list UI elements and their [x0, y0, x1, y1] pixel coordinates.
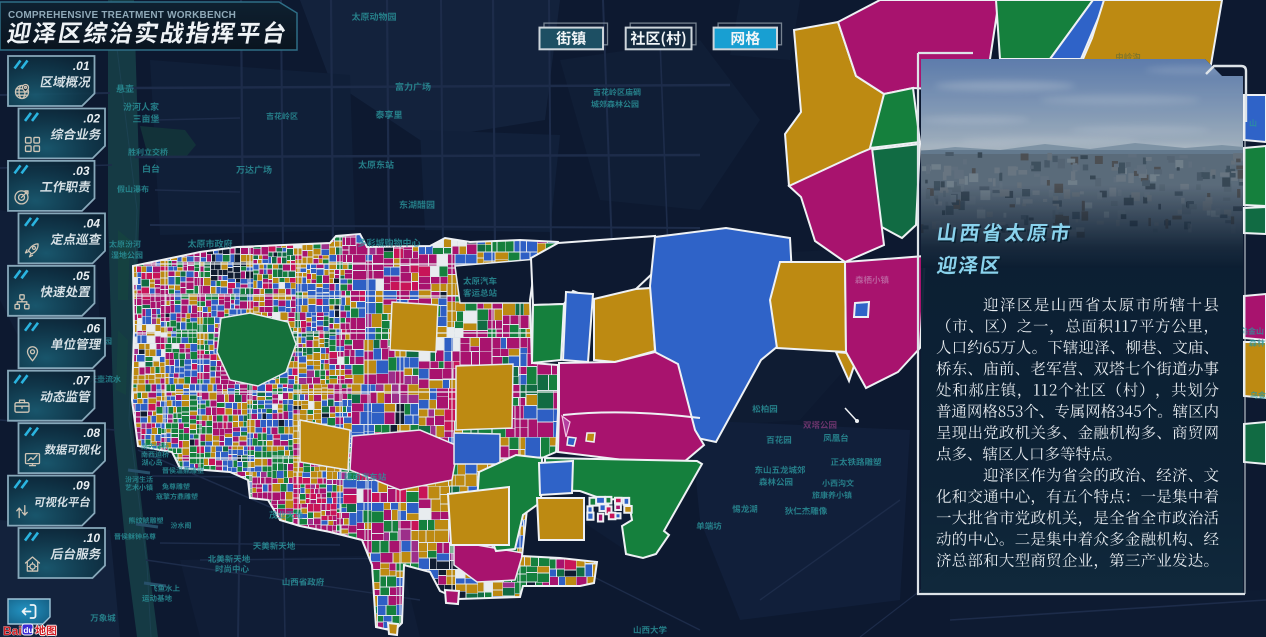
svg-text:.04: .04 — [83, 216, 100, 230]
svg-text:.05: .05 — [73, 269, 90, 283]
svg-text:.03: .03 — [73, 164, 90, 178]
svg-text:COMPREHENSIVE TREATMENT WORKBE: COMPREHENSIVE TREATMENT WORKBENCH — [8, 10, 236, 21]
svg-text:Bai: Bai — [3, 624, 22, 637]
svg-text:.01: .01 — [73, 59, 90, 73]
svg-text:du: du — [24, 626, 34, 635]
svg-text:.07: .07 — [73, 374, 91, 388]
svg-text:.10: .10 — [83, 531, 100, 545]
svg-text:.02: .02 — [83, 111, 100, 125]
svg-text:.06: .06 — [83, 321, 100, 335]
svg-text:.08: .08 — [83, 426, 100, 440]
svg-text:.09: .09 — [73, 479, 90, 493]
